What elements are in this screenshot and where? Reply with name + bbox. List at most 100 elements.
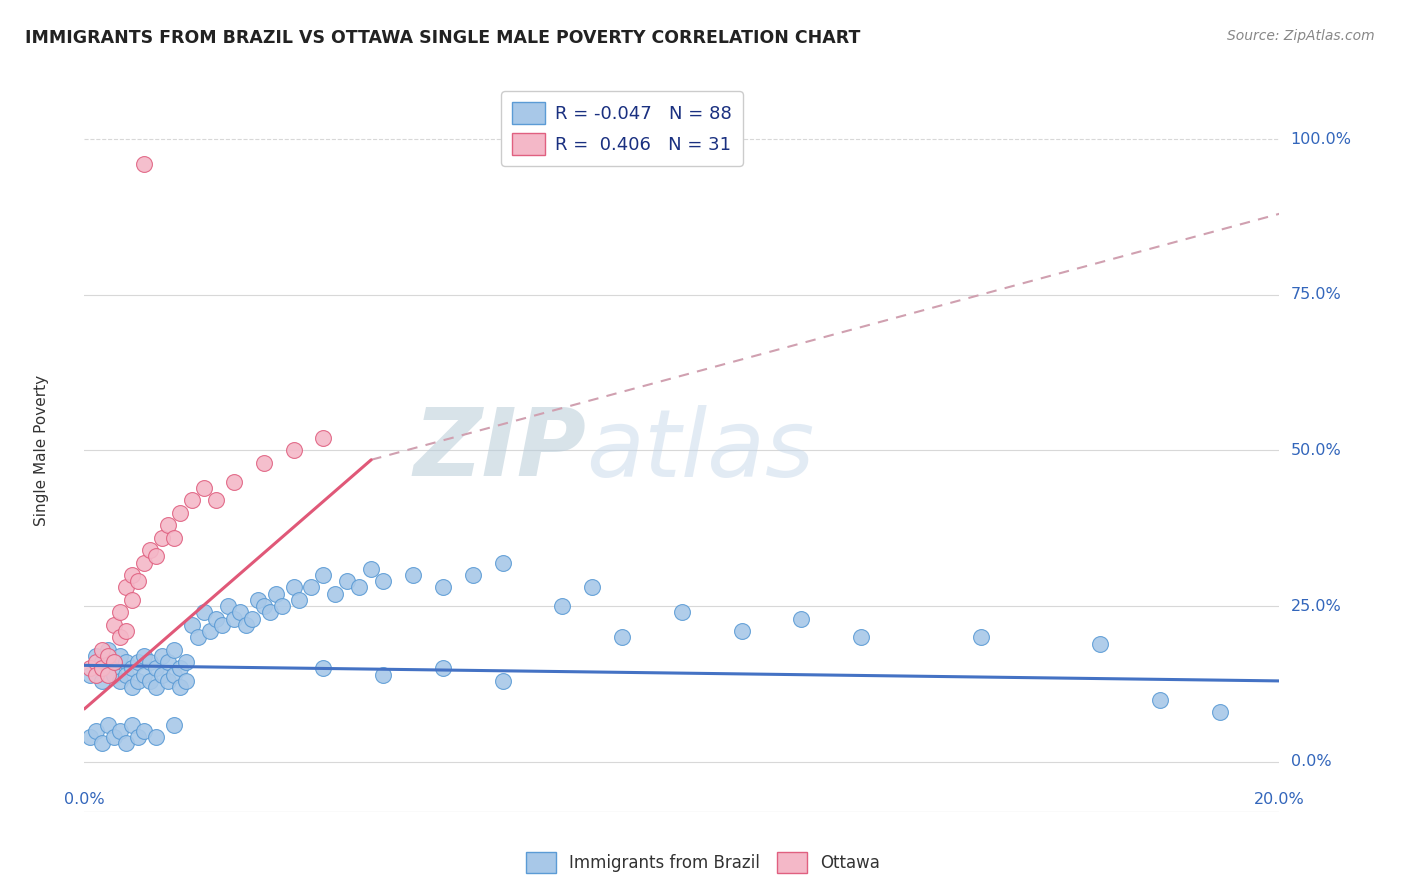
- Point: [373, 667, 395, 681]
- Point: [121, 593, 143, 607]
- Point: [150, 648, 173, 663]
- Point: [288, 593, 311, 607]
- Point: [86, 648, 108, 663]
- Point: [312, 568, 335, 582]
- Point: [336, 574, 359, 589]
- Point: [115, 736, 138, 750]
- Point: [150, 531, 173, 545]
- Point: [121, 680, 143, 694]
- Text: IMMIGRANTS FROM BRAZIL VS OTTAWA SINGLE MALE POVERTY CORRELATION CHART: IMMIGRANTS FROM BRAZIL VS OTTAWA SINGLE …: [25, 29, 860, 46]
- Point: [581, 581, 603, 595]
- Point: [671, 606, 693, 620]
- Text: 20.0%: 20.0%: [1254, 792, 1305, 807]
- Point: [790, 612, 813, 626]
- Point: [163, 667, 186, 681]
- Point: [132, 648, 156, 663]
- Point: [121, 661, 143, 675]
- Point: [259, 606, 281, 620]
- Text: 100.0%: 100.0%: [1291, 131, 1351, 146]
- Point: [145, 680, 167, 694]
- Point: [187, 630, 209, 644]
- Point: [169, 661, 191, 675]
- Text: ZIP: ZIP: [413, 404, 586, 497]
- Point: [139, 543, 162, 558]
- Point: [228, 606, 252, 620]
- Point: [169, 506, 191, 520]
- Point: [145, 730, 167, 744]
- Point: [461, 568, 484, 582]
- Point: [492, 673, 515, 688]
- Point: [198, 624, 221, 639]
- Point: [139, 655, 162, 669]
- Point: [103, 667, 125, 681]
- Point: [181, 618, 204, 632]
- Text: 50.0%: 50.0%: [1291, 443, 1341, 458]
- Point: [115, 655, 138, 669]
- Point: [132, 667, 156, 681]
- Point: [205, 612, 228, 626]
- Legend: Immigrants from Brazil, Ottawa: Immigrants from Brazil, Ottawa: [519, 846, 887, 880]
- Point: [132, 723, 156, 738]
- Point: [253, 456, 276, 470]
- Point: [97, 717, 120, 731]
- Point: [145, 549, 167, 564]
- Point: [127, 574, 149, 589]
- Point: [121, 717, 143, 731]
- Point: [110, 723, 132, 738]
- Point: [103, 618, 125, 632]
- Point: [157, 673, 180, 688]
- Point: [851, 630, 873, 644]
- Point: [86, 655, 108, 669]
- Point: [91, 655, 114, 669]
- Point: [169, 680, 191, 694]
- Point: [312, 661, 335, 675]
- Point: [193, 481, 215, 495]
- Point: [349, 581, 371, 595]
- Point: [127, 673, 149, 688]
- Point: [103, 730, 125, 744]
- Point: [270, 599, 292, 614]
- Point: [373, 574, 395, 589]
- Point: [91, 673, 114, 688]
- Point: [240, 612, 263, 626]
- Point: [492, 556, 515, 570]
- Point: [86, 723, 108, 738]
- Point: [110, 648, 132, 663]
- Point: [551, 599, 574, 614]
- Point: [103, 655, 125, 669]
- Legend: R = -0.047   N = 88, R =  0.406   N = 31: R = -0.047 N = 88, R = 0.406 N = 31: [502, 91, 742, 166]
- Point: [91, 661, 114, 675]
- Point: [163, 531, 186, 545]
- Point: [145, 661, 167, 675]
- Point: [1209, 705, 1232, 719]
- Text: Source: ZipAtlas.com: Source: ZipAtlas.com: [1227, 29, 1375, 43]
- Point: [132, 157, 156, 171]
- Point: [301, 581, 323, 595]
- Point: [174, 673, 197, 688]
- Point: [79, 730, 101, 744]
- Point: [217, 599, 239, 614]
- Point: [97, 648, 120, 663]
- Point: [163, 717, 186, 731]
- Point: [360, 562, 382, 576]
- Point: [127, 730, 149, 744]
- Point: [91, 642, 114, 657]
- Point: [325, 587, 347, 601]
- Point: [222, 475, 245, 489]
- Point: [127, 655, 149, 669]
- Point: [157, 518, 180, 533]
- Text: 0.0%: 0.0%: [1291, 755, 1331, 770]
- Point: [283, 581, 305, 595]
- Text: 75.0%: 75.0%: [1291, 287, 1341, 302]
- Text: 0.0%: 0.0%: [65, 792, 104, 807]
- Point: [103, 655, 125, 669]
- Point: [432, 581, 454, 595]
- Text: Single Male Poverty: Single Male Poverty: [34, 375, 48, 526]
- Point: [283, 443, 305, 458]
- Point: [312, 431, 335, 445]
- Point: [163, 642, 186, 657]
- Point: [110, 673, 132, 688]
- Point: [235, 618, 257, 632]
- Point: [612, 630, 634, 644]
- Point: [115, 667, 138, 681]
